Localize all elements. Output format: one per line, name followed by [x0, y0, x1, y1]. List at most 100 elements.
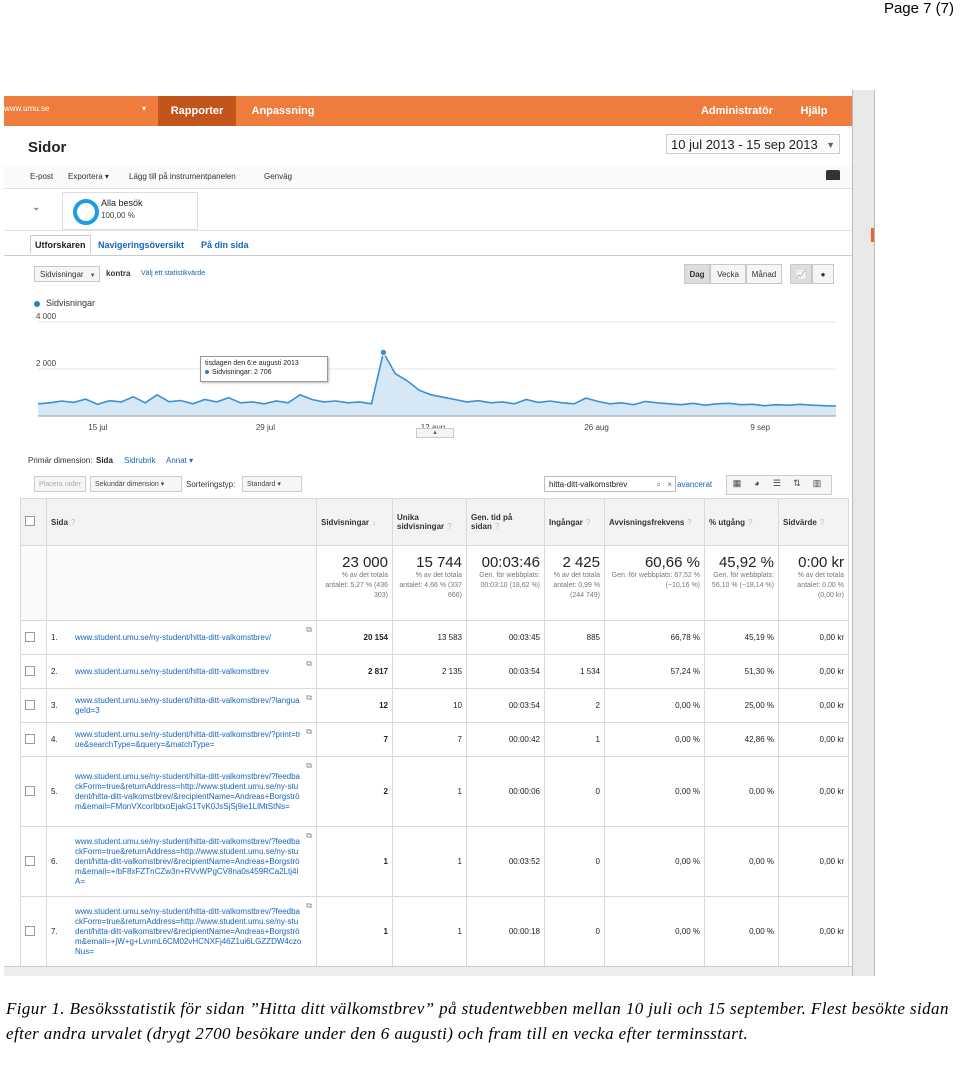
header-page-value[interactable]: Sidvärde? [778, 498, 849, 546]
primary-dimension-label: Primär dimension: [28, 456, 93, 465]
row-checkbox[interactable] [20, 620, 47, 655]
tab-navigeringsoversikt[interactable]: Navigeringsöversikt [98, 240, 185, 250]
row-number: 3. [51, 700, 58, 710]
line-chart-icon[interactable]: 📈 [790, 264, 812, 284]
metric-cell: 51,30 % [704, 654, 779, 689]
header-exit-percent[interactable]: % utgång? [704, 498, 779, 546]
table-controls: Placera rader Sekundär dimension ▾ Sorte… [4, 472, 852, 496]
page-url-link[interactable]: 1. www.student.umu.se/ny-student/hitta-di… [46, 620, 317, 655]
plot-rows-button[interactable]: Placera rader [34, 476, 87, 492]
total-cell: 60,66 % Gen. för webbplats: 67,52 % (−10,… [604, 545, 705, 621]
header-page[interactable]: Sida? [46, 498, 317, 546]
add-to-dashboard-button[interactable]: Lägg till på instrumentpanelen [129, 172, 236, 181]
page-url-link[interactable]: 4. www.student.umu.se/ny-student/hitta-di… [46, 722, 317, 757]
external-link-icon[interactable]: ⧉ [306, 761, 312, 770]
ring-icon [73, 199, 99, 225]
table-row[interactable]: 7. www.student.umu.se/ny-student/hitta-di… [20, 896, 849, 967]
graduation-cap-icon[interactable] [826, 170, 840, 180]
tab-pa-din-sida[interactable]: På din sida [201, 240, 249, 250]
export-button[interactable]: Exportera ▾ [68, 172, 109, 181]
total-cell: 2 425% av det totala antalet: 0,99 % (24… [544, 545, 605, 621]
x-tick-label: 26 aug [584, 423, 608, 432]
metric-cell: 1 [544, 722, 605, 757]
table-row[interactable]: 2. www.student.umu.se/ny-student/hitta-di… [20, 654, 849, 689]
metric-cell: 1 [392, 826, 467, 897]
dimension-page-title[interactable]: Sidrubrik [124, 456, 156, 465]
line-chart[interactable]: 4 000 2 000 15 jul 29 jul 12 aug 26 aug 9 sep [4, 290, 852, 440]
segment-all-visits[interactable]: Alla besök 100,00 % [62, 192, 198, 230]
shortcut-button[interactable]: Genväg [264, 172, 293, 181]
table-row[interactable]: 5. www.student.umu.se/ny-student/hitta-di… [20, 756, 849, 827]
row-checkbox[interactable] [20, 654, 47, 689]
external-link-icon[interactable]: ⧉ [306, 831, 312, 840]
page-url-link[interactable]: 2. www.student.umu.se/ny-student/hitta-di… [46, 654, 317, 689]
page-url-link[interactable]: 3. www.student.umu.se/ny-student/hitta-di… [46, 688, 317, 723]
external-link-icon[interactable]: ⧉ [306, 693, 312, 702]
metric-dropdown[interactable]: Sidvisningar ▼ [34, 266, 100, 282]
metric-cell: 0,00 % [604, 826, 705, 897]
metric-cell: 00:03:54 [466, 688, 545, 723]
sort-type-dropdown[interactable]: Standard ▾ [242, 476, 302, 492]
email-button[interactable]: E-post [30, 172, 54, 181]
advanced-filter-link[interactable]: avancerat [677, 480, 713, 489]
header-bounce-rate[interactable]: Avvisningsfrekvens? [604, 498, 705, 546]
external-link-icon[interactable]: ⧉ [306, 625, 312, 634]
secondary-dimension-dropdown[interactable]: Sekundär dimension ▾ [90, 476, 182, 492]
totals-row: 23 000% av det totala antalet: 5,27 % (4… [20, 545, 849, 621]
right-scrollbar[interactable] [852, 90, 874, 976]
table-row[interactable]: 4. www.student.umu.se/ny-student/hitta-di… [20, 722, 849, 757]
pages-table: Sida? Sidvisningar ↓ Unika sidvisningar? … [20, 498, 849, 967]
tab-administrator[interactable]: Administratör [700, 105, 774, 117]
horizontal-scrollbar[interactable] [4, 966, 852, 976]
row-checkbox[interactable] [20, 896, 47, 967]
metric-cell: 25,00 % [704, 688, 779, 723]
row-checkbox[interactable] [20, 756, 47, 827]
external-link-icon[interactable]: ⧉ [306, 727, 312, 736]
metric-cell: 00:03:45 [466, 620, 545, 655]
external-link-icon[interactable]: ⧉ [306, 659, 312, 668]
header-pageviews[interactable]: Sidvisningar ↓ [316, 498, 393, 546]
period-day-button[interactable]: Dag [684, 264, 710, 284]
choose-metric-link[interactable]: Välj ett statistikvärde [141, 270, 206, 277]
table-search-input[interactable]: hitta-ditt-valkomstbrev ⌕ × [544, 476, 676, 492]
row-checkbox[interactable] [20, 722, 47, 757]
tab-anpassning[interactable]: Anpassning [251, 105, 315, 117]
table-row[interactable]: 6. www.student.umu.se/ny-student/hitta-di… [20, 826, 849, 897]
metric-cell: 0,00 kr [778, 896, 849, 967]
table-row[interactable]: 1. www.student.umu.se/ny-student/hitta-di… [20, 620, 849, 655]
select-all-checkbox[interactable] [20, 498, 47, 546]
dimension-other[interactable]: Annat ▾ [166, 456, 194, 465]
table-row[interactable]: 3. www.student.umu.se/ny-student/hitta-di… [20, 688, 849, 723]
external-link-icon[interactable]: ⧉ [306, 901, 312, 910]
metric-cell: 13 583 [392, 620, 467, 655]
metric-cell: 42,86 % [704, 722, 779, 757]
tab-rapporter[interactable]: Rapporter [158, 96, 236, 126]
header-unique-pageviews[interactable]: Unika sidvisningar? [392, 498, 467, 546]
dimension-page[interactable]: Sida [96, 456, 113, 465]
metric-cell: 66,78 % [604, 620, 705, 655]
page-title: Sidor [28, 139, 67, 156]
chevron-down-icon[interactable]: ⌄ [32, 202, 41, 213]
metric-cell: 12 [316, 688, 393, 723]
date-range-picker[interactable]: 10 jul 2013 - 15 sep 2013 ▼ [666, 134, 840, 154]
account-dropdown-icon[interactable]: ▾ [142, 104, 147, 113]
tab-utforskaren[interactable]: Utforskaren [30, 235, 91, 254]
metric-cell: 2 135 [392, 654, 467, 689]
chart-range-handle[interactable]: ▲ [416, 428, 454, 438]
metric-cell: 0,00 % [604, 722, 705, 757]
page-url-link[interactable]: 7. www.student.umu.se/ny-student/hitta-di… [46, 896, 317, 967]
row-checkbox[interactable] [20, 688, 47, 723]
motion-chart-icon[interactable]: ● [812, 264, 834, 284]
header-entrances[interactable]: Ingångar? [544, 498, 605, 546]
row-checkbox[interactable] [20, 826, 47, 897]
metric-cell: 00:03:52 [466, 826, 545, 897]
page-url-link[interactable]: 5. www.student.umu.se/ny-student/hitta-di… [46, 756, 317, 827]
period-week-button[interactable]: Vecka [710, 264, 746, 284]
header-avg-time[interactable]: Gen. tid på sidan? [466, 498, 545, 546]
table-view-switcher[interactable]: ▦ ◕ ☰ ⇅ ▥ [726, 475, 832, 495]
period-month-button[interactable]: Månad [746, 264, 782, 284]
page-url-link[interactable]: 6. www.student.umu.se/ny-student/hitta-di… [46, 826, 317, 897]
analytics-screenshot: www.umu.se ▾ Rapporter Anpassning Admini… [4, 90, 875, 976]
metric-cell: 1 534 [544, 654, 605, 689]
tab-hjalp[interactable]: Hjälp [800, 105, 828, 117]
